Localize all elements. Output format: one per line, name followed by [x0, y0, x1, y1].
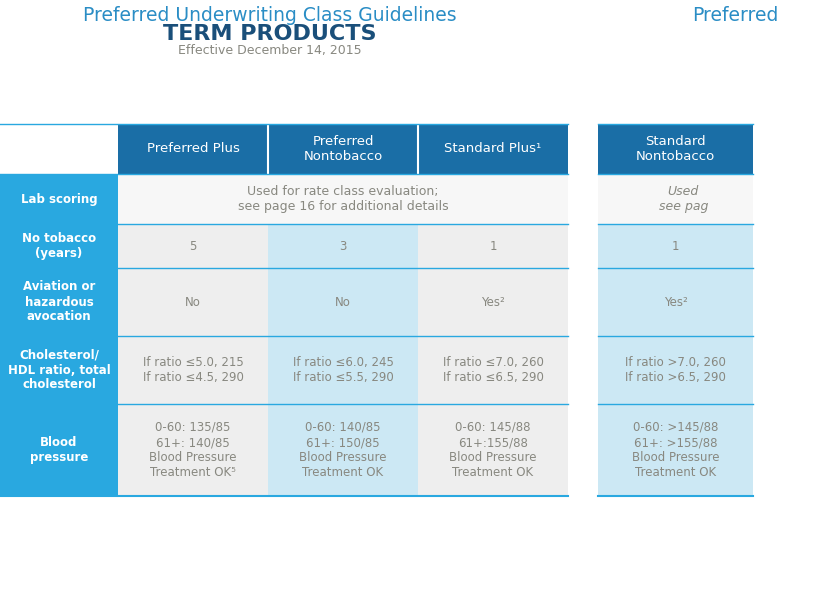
Bar: [418, 336, 568, 404]
Text: 5: 5: [190, 239, 197, 252]
Text: Blood
pressure: Blood pressure: [30, 436, 88, 464]
Text: Preferred: Preferred: [692, 6, 778, 25]
Bar: [118, 268, 268, 336]
Bar: [418, 224, 568, 268]
Text: If ratio ≤5.0, 215
If ratio ≤4.5, 290: If ratio ≤5.0, 215 If ratio ≤4.5, 290: [142, 356, 243, 384]
Text: If ratio ≤7.0, 260
If ratio ≤6.5, 290: If ratio ≤7.0, 260 If ratio ≤6.5, 290: [443, 356, 544, 384]
Bar: [0, 336, 118, 404]
Text: 0-60: >145/88
61+: >155/88
Blood Pressure
Treatment OK: 0-60: >145/88 61+: >155/88 Blood Pressur…: [632, 421, 720, 479]
Bar: [268, 268, 418, 336]
Bar: [268, 224, 418, 268]
Bar: [268, 124, 418, 174]
Text: Standard Plus¹: Standard Plus¹: [444, 142, 541, 155]
Bar: [598, 268, 753, 336]
Text: 0-60: 145/88
61+:155/88
Blood Pressure
Treatment OK: 0-60: 145/88 61+:155/88 Blood Pressure T…: [449, 421, 536, 479]
Bar: [118, 404, 268, 496]
Text: If ratio >7.0, 260
If ratio >6.5, 290: If ratio >7.0, 260 If ratio >6.5, 290: [625, 356, 726, 384]
Text: Preferred Underwriting Class Guidelines: Preferred Underwriting Class Guidelines: [83, 6, 457, 25]
Bar: [118, 124, 268, 174]
Text: Effective December 14, 2015: Effective December 14, 2015: [178, 44, 361, 57]
Bar: [418, 404, 568, 496]
Text: Yes²: Yes²: [663, 295, 687, 308]
Bar: [118, 174, 568, 224]
Bar: [598, 336, 753, 404]
Text: Lab scoring: Lab scoring: [20, 193, 98, 206]
Text: Used
see pag: Used see pag: [659, 185, 708, 213]
Text: 3: 3: [339, 239, 347, 252]
Bar: [118, 336, 268, 404]
Text: Aviation or
hazardous
avocation: Aviation or hazardous avocation: [23, 281, 95, 324]
Bar: [598, 174, 753, 224]
Bar: [598, 124, 753, 174]
Text: Preferred Plus: Preferred Plus: [147, 142, 239, 155]
Text: TERM PRODUCTS: TERM PRODUCTS: [164, 24, 377, 44]
Bar: [598, 404, 753, 496]
Text: Standard
Nontobacco: Standard Nontobacco: [636, 135, 716, 163]
Text: No: No: [335, 295, 351, 308]
Bar: [118, 224, 268, 268]
Text: No tobacco
(years): No tobacco (years): [22, 232, 96, 260]
Bar: [268, 336, 418, 404]
Bar: [598, 224, 753, 268]
Bar: [0, 268, 118, 336]
Text: Cholesterol/
HDL ratio, total
cholesterol: Cholesterol/ HDL ratio, total cholestero…: [7, 349, 111, 392]
Text: Yes²: Yes²: [481, 295, 505, 308]
Text: 1: 1: [489, 239, 497, 252]
Text: Used for rate class evaluation;
see page 16 for additional details: Used for rate class evaluation; see page…: [238, 185, 449, 213]
Bar: [418, 124, 568, 174]
Text: 1: 1: [672, 239, 679, 252]
Text: 0-60: 140/85
61+: 150/85
Blood Pressure
Treatment OK: 0-60: 140/85 61+: 150/85 Blood Pressure …: [300, 421, 387, 479]
Text: No: No: [185, 295, 201, 308]
Text: 0-60: 135/85
61+: 140/85
Blood Pressure
Treatment OK⁵: 0-60: 135/85 61+: 140/85 Blood Pressure …: [149, 421, 237, 479]
Bar: [418, 268, 568, 336]
Text: Preferred
Nontobacco: Preferred Nontobacco: [304, 135, 383, 163]
Bar: [0, 224, 118, 268]
Bar: [0, 404, 118, 496]
Text: If ratio ≤6.0, 245
If ratio ≤5.5, 290: If ratio ≤6.0, 245 If ratio ≤5.5, 290: [292, 356, 393, 384]
Bar: [0, 174, 118, 224]
Bar: [268, 404, 418, 496]
